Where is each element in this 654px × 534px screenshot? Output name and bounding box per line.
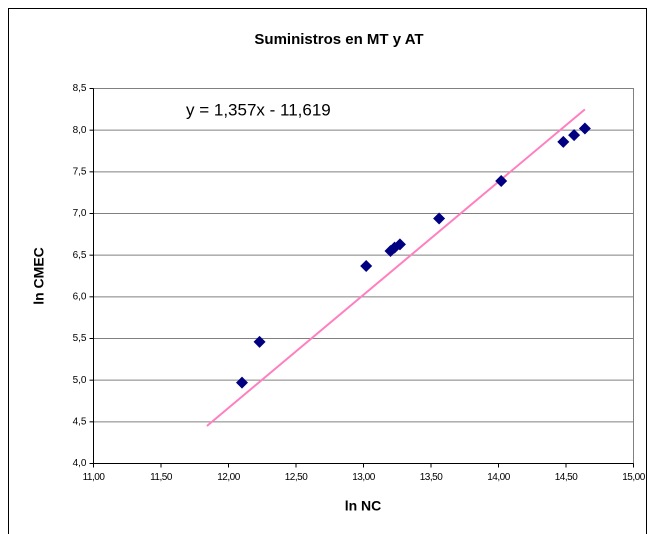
y-tick-label: 8,5: [73, 83, 87, 94]
y-tick-label: 7,0: [73, 208, 87, 219]
point: [568, 129, 581, 142]
x-axis-label: ln NC: [345, 498, 382, 514]
point: [557, 135, 570, 148]
y-tick-label: 4,0: [73, 458, 87, 469]
y-tick-label: 6,5: [73, 250, 87, 261]
point: [253, 335, 266, 348]
point: [393, 238, 406, 251]
chart-title: Suministros en MT y AT: [254, 31, 423, 48]
point: [495, 175, 508, 187]
x-tick-label: 11,00: [83, 472, 106, 483]
x-tick-label: 12,50: [285, 472, 308, 483]
y-tick-label: 5,0: [73, 375, 87, 386]
y-tick-label: 8,0: [73, 125, 87, 136]
trendline-equation: y = 1,357x - 11,619: [186, 100, 331, 119]
x-tick-label: 13,50: [420, 472, 443, 483]
x-tick-label: 11,50: [150, 472, 173, 483]
y-tick-label: 6,0: [73, 291, 87, 302]
y-tick-label: 4,5: [73, 416, 87, 427]
x-tick-label: 15,00: [622, 472, 645, 483]
point: [236, 376, 248, 389]
plot-area: [93, 88, 634, 464]
x-tick-label: 12,00: [217, 472, 240, 483]
y-tick-label: 7,5: [73, 166, 87, 177]
point: [433, 212, 446, 225]
point: [360, 260, 373, 272]
y-tick-label: 5,5: [73, 333, 87, 344]
y-axis-label: ln CMEC: [31, 247, 47, 305]
point: [578, 122, 591, 135]
chart-frame: [8, 8, 647, 534]
x-tick-label: 13,00: [352, 472, 375, 483]
trendline: [206, 108, 586, 427]
x-tick-label: 14,50: [555, 472, 578, 483]
x-tick-label: 14,00: [487, 472, 510, 483]
